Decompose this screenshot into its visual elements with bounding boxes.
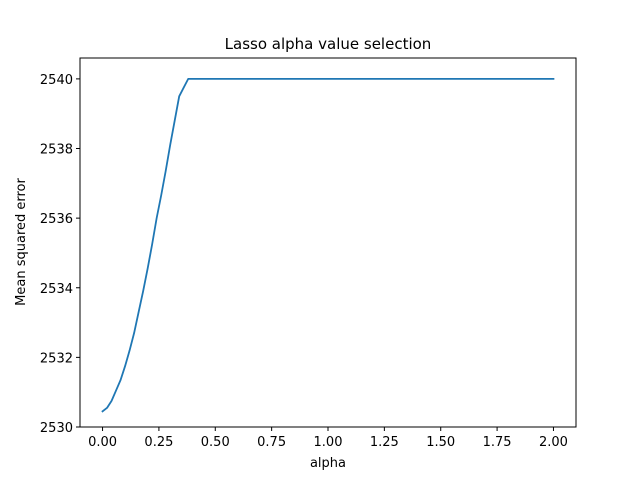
x-tick-label: 1.00 bbox=[314, 435, 343, 450]
y-tick-label: 2534 bbox=[40, 282, 73, 297]
series-line bbox=[101, 77, 555, 413]
x-axis: 0.00 0.25 0.50 0.75 1.00 1.25 1.50 1.75 2.00 bbox=[88, 427, 568, 450]
x-tick-label: 0.75 bbox=[257, 435, 286, 450]
x-tick-label: 1.50 bbox=[426, 435, 455, 450]
chart-title: Lasso alpha value selection bbox=[225, 35, 432, 53]
y-tick-label: 2540 bbox=[40, 73, 73, 88]
x-tick-label: 0.25 bbox=[144, 435, 173, 450]
y-tick-label: 2532 bbox=[40, 351, 73, 366]
plot-area bbox=[101, 77, 555, 413]
y-tick-label: 2536 bbox=[40, 212, 73, 227]
y-axis: 2530 2532 2534 2536 2538 2540 bbox=[40, 73, 80, 436]
y-axis-label: Mean squared error bbox=[14, 178, 29, 306]
axes-frame bbox=[79, 57, 577, 428]
x-tick-label: 0.00 bbox=[88, 435, 117, 450]
x-tick-label: 1.25 bbox=[370, 435, 399, 450]
x-tick-label: 1.75 bbox=[483, 435, 512, 450]
x-axis-label: alpha bbox=[310, 456, 346, 471]
x-tick-label: 0.50 bbox=[201, 435, 230, 450]
x-tick-label: 2.00 bbox=[539, 435, 568, 450]
y-tick-label: 2530 bbox=[40, 421, 73, 436]
y-tick-label: 2538 bbox=[40, 143, 73, 158]
